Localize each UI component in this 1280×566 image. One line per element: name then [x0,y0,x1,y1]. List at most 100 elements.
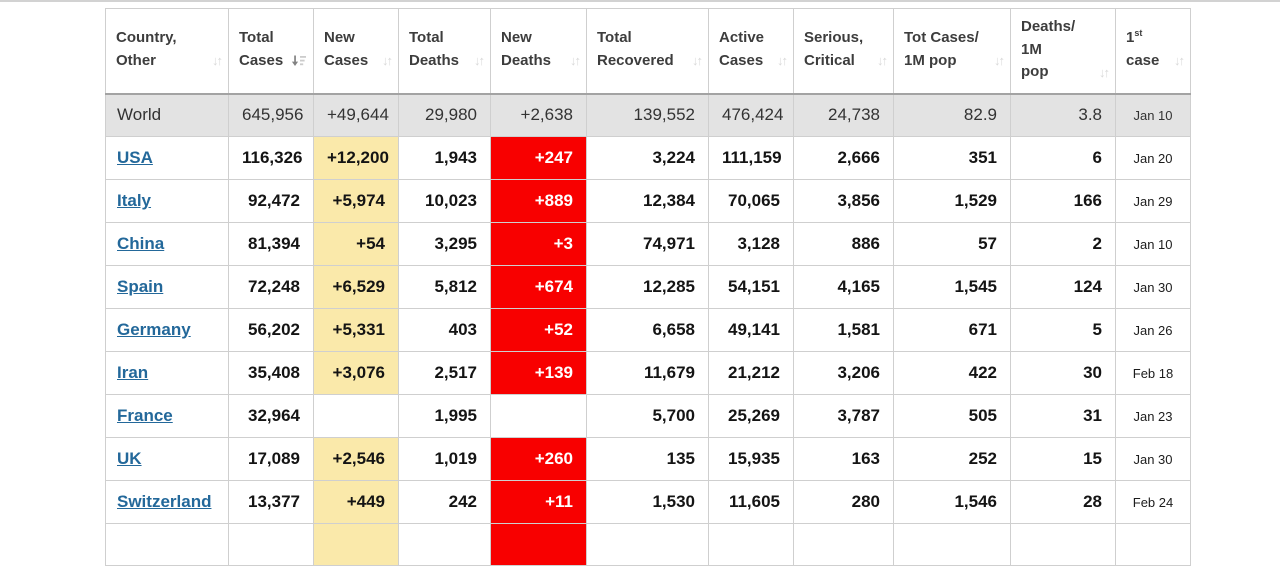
cell-total-cases: 32,964 [228,394,314,438]
column-header-country[interactable]: Country, Other ↓↑ [105,8,229,95]
cell-serious-critical: 2,666 [793,136,894,180]
cell-total-cases: 81,394 [228,222,314,266]
column-label: New [324,29,355,47]
cell-serious-critical: 886 [793,222,894,266]
cell-total-deaths: 1,995 [398,394,491,438]
cell-deaths-per-1m: 3.8 [1010,93,1116,137]
cell-deaths-per-1m: 28 [1010,480,1116,524]
cell-active-cases: 111,159 [708,136,794,180]
cell-country: Italy [105,179,229,223]
cell-cases-per-1m: 422 [893,351,1011,395]
sort-toggle-icon: ↓↑ [777,53,788,69]
country-link[interactable]: Spain [117,277,164,296]
partial-row [105,523,1191,566]
cell-country: USA [105,136,229,180]
cell-new-cases: +449 [313,480,399,524]
sort-toggle-icon: ↓↑ [382,53,393,69]
cell-cases-per-1m [893,523,1011,566]
country-link[interactable]: Switzerland [117,492,212,511]
cell-cases-per-1m: 82.9 [893,93,1011,137]
table-row: Spain 72,248 +6,529 5,812 +674 12,285 54,151 4,… [105,265,1191,309]
column-label: Deaths [501,51,552,69]
column-label: Cases [324,51,369,69]
cell-new-deaths: +52 [490,308,587,352]
cell-total-deaths: 10,023 [398,179,491,223]
column-label: Other [116,51,157,69]
column-header-deaths-per-1m[interactable]: Deaths/1M pop ↓↑ [1010,8,1116,95]
cell-serious-critical: 24,738 [793,93,894,137]
table-row: USA 116,326 +12,200 1,943 +247 3,224 111,159 2,… [105,136,1191,180]
country-link[interactable]: Germany [117,320,191,339]
cell-first-case: Jan 23 [1115,394,1191,438]
cell-new-deaths: +260 [490,437,587,481]
cell-serious-critical: 163 [793,437,894,481]
cell-new-cases: +3,076 [313,351,399,395]
cell-total-deaths [398,523,491,566]
table-row: Germany 56,202 +5,331 403 +52 6,658 49,141 1,58… [105,308,1191,352]
column-header-total-recovered[interactable]: Total Recovered ↓↑ [586,8,709,95]
cell-deaths-per-1m: 30 [1010,351,1116,395]
country-link[interactable]: UK [117,449,142,468]
cell-country: Iran [105,351,229,395]
cell-total-deaths: 3,295 [398,222,491,266]
column-header-serious-critical[interactable]: Serious, Critical ↓↑ [793,8,894,95]
cell-new-cases [313,394,399,438]
cell-deaths-per-1m: 166 [1010,179,1116,223]
column-label: case [1126,51,1160,69]
country-link[interactable]: China [117,234,165,253]
column-header-active-cases[interactable]: Active Cases ↓↑ [708,8,794,95]
column-label: 1M pop [904,51,957,69]
cell-total-recovered: 5,700 [586,394,709,438]
country-link[interactable]: France [117,406,173,425]
cell-country: World [105,93,229,137]
cell-total-deaths: 5,812 [398,265,491,309]
cell-deaths-per-1m: 15 [1010,437,1116,481]
cell-total-cases: 35,408 [228,351,314,395]
sort-toggle-icon: ↓↑ [570,53,581,69]
column-header-cases-per-1m[interactable]: Tot Cases/1M pop ↓↑ [893,8,1011,95]
sort-toggle-icon: ↓↑ [692,53,703,69]
column-header-total-cases[interactable]: Total Cases [228,8,314,95]
column-header-total-deaths[interactable]: Total Deaths ↓↑ [398,8,491,95]
table-row: Italy 92,472 +5,974 10,023 +889 12,384 70,065 3… [105,179,1191,223]
cell-total-cases: 72,248 [228,265,314,309]
column-label: 1 [1126,29,1135,47]
cell-new-cases: +54 [313,222,399,266]
column-header-first-case[interactable]: 1st case ↓↑ [1115,8,1191,95]
cell-active-cases: 49,141 [708,308,794,352]
cell-country: UK [105,437,229,481]
covid-table-container: Country, Other ↓↑ Total Cases New Cases ↓↑ Total… [105,8,1191,566]
cell-new-deaths: +3 [490,222,587,266]
cell-serious-critical: 3,206 [793,351,894,395]
cell-total-deaths: 403 [398,308,491,352]
sort-toggle-icon: ↓↑ [877,53,888,69]
cell-total-recovered [586,523,709,566]
country-link[interactable]: USA [117,148,153,167]
column-label: Total [239,29,274,47]
country-link[interactable]: Iran [117,363,149,382]
cell-total-cases: 92,472 [228,179,314,223]
sort-toggle-icon: ↓↑ [994,53,1005,69]
cell-country [105,523,229,566]
table-row: China 81,394 +54 3,295 +3 74,971 3,128 886 57 2 Ja… [105,222,1191,266]
sort-toggle-icon: ↓↑ [474,53,485,69]
cell-serious-critical [793,523,894,566]
cell-total-cases [228,523,314,566]
cell-first-case: Feb 18 [1115,351,1191,395]
column-header-new-cases[interactable]: New Cases ↓↑ [313,8,399,95]
cell-deaths-per-1m: 2 [1010,222,1116,266]
column-label: Tot Cases/ [904,29,979,47]
covid-stats-table: Country, Other ↓↑ Total Cases New Cases ↓↑ Total… [105,8,1191,566]
cell-new-deaths: +139 [490,351,587,395]
cell-total-deaths: 2,517 [398,351,491,395]
cell-new-deaths: +889 [490,179,587,223]
cell-total-recovered: 74,971 [586,222,709,266]
cell-cases-per-1m: 351 [893,136,1011,180]
sort-toggle-icon: ↓↑ [212,53,223,69]
column-header-new-deaths[interactable]: New Deaths ↓↑ [490,8,587,95]
cell-new-deaths: +11 [490,480,587,524]
country-link[interactable]: Italy [117,191,152,210]
cell-total-recovered: 6,658 [586,308,709,352]
cell-new-cases: +12,200 [313,136,399,180]
